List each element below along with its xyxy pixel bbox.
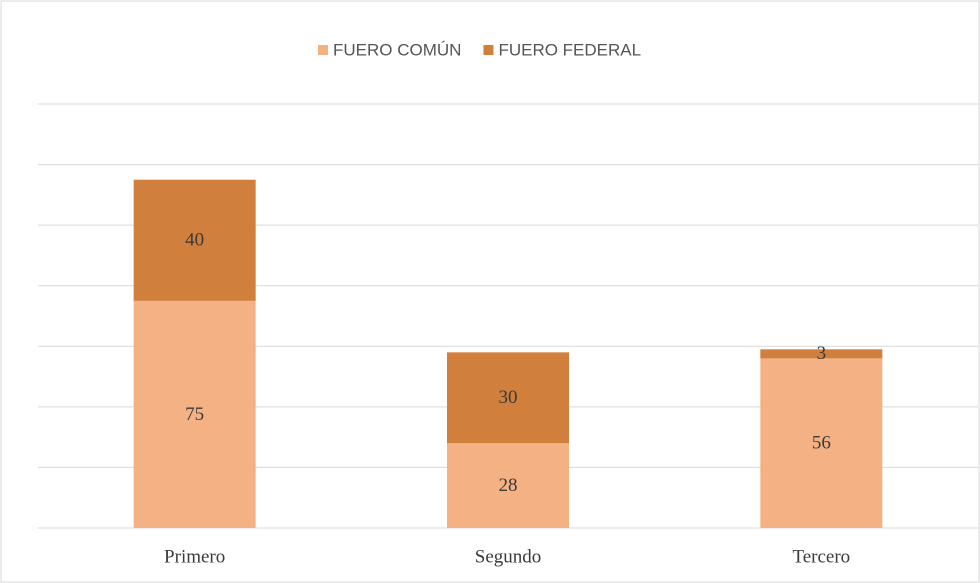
data-label: 40	[185, 230, 204, 251]
legend-swatch	[483, 45, 494, 55]
data-label: 3	[817, 343, 827, 364]
data-label: 56	[812, 433, 831, 454]
x-tick-label: Primero	[164, 546, 225, 567]
data-label: 28	[499, 475, 518, 496]
bar-segment	[133, 300, 256, 528]
x-tick-label: Segundo	[475, 546, 542, 567]
data-label: 30	[499, 387, 518, 408]
bar-segment	[447, 352, 569, 444]
legend-swatch	[318, 45, 328, 55]
legend-label: FUERO COMÚN	[333, 40, 461, 59]
bar-segment	[133, 179, 256, 301]
bar-segment	[760, 358, 883, 528]
bar-segment	[447, 443, 569, 528]
legend-label: FUERO FEDERAL	[498, 40, 641, 59]
data-label: 75	[185, 404, 204, 425]
x-tick-label: Tercero	[792, 546, 850, 567]
bar-segment	[760, 349, 883, 359]
